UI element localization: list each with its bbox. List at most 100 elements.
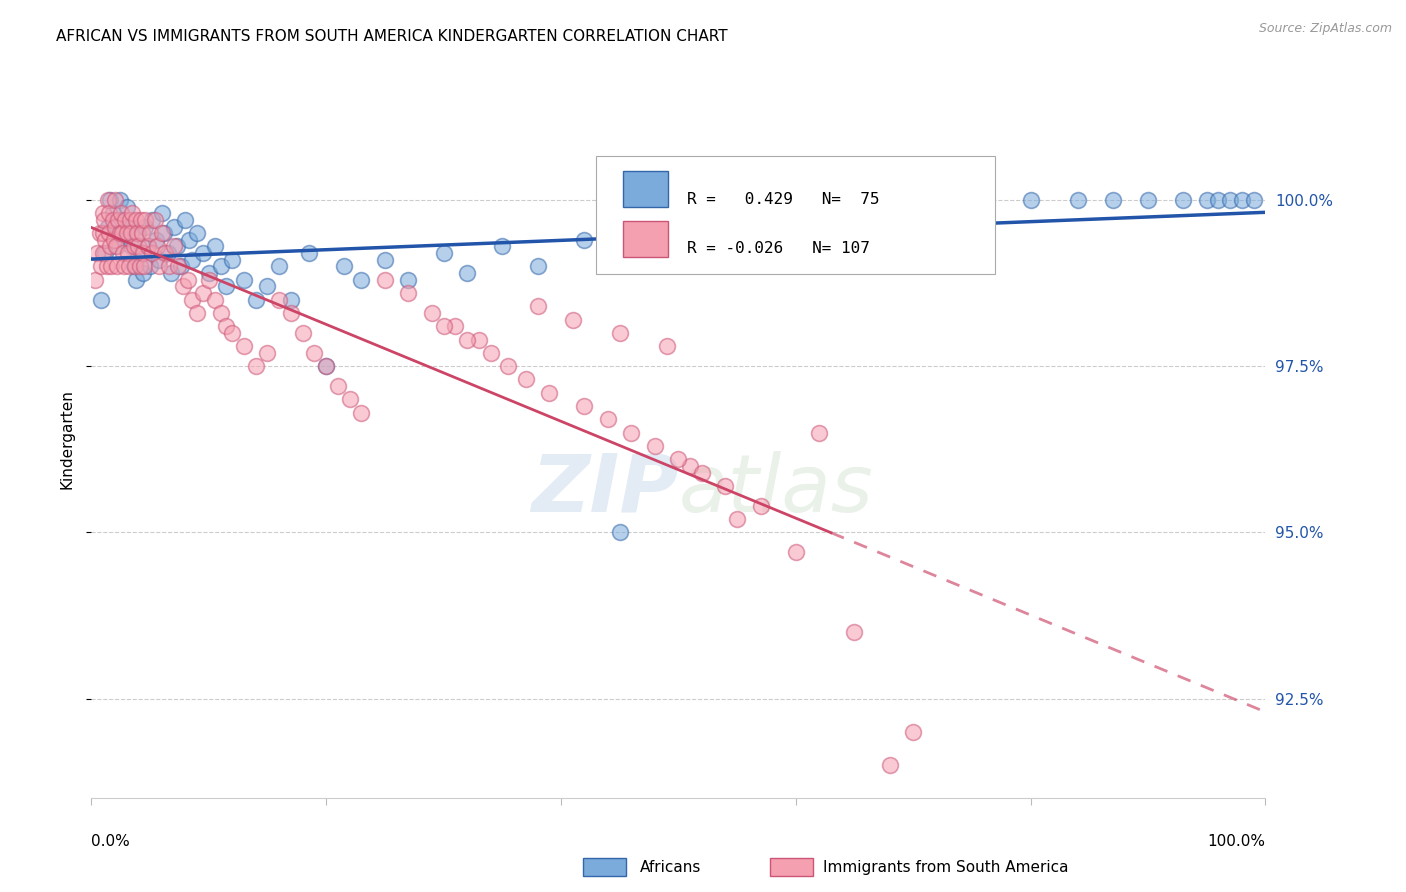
Point xyxy=(432,246,454,260)
Point xyxy=(90,293,112,307)
Point xyxy=(245,293,267,307)
Point xyxy=(107,213,129,227)
Point xyxy=(396,286,419,301)
Point xyxy=(98,206,121,220)
Point xyxy=(91,246,114,260)
Point xyxy=(166,239,188,253)
Point xyxy=(94,246,117,260)
Point xyxy=(118,260,141,274)
Point xyxy=(245,359,267,374)
Point xyxy=(609,326,631,340)
Point xyxy=(901,724,924,739)
Point xyxy=(209,260,232,274)
Point xyxy=(233,339,256,353)
Point xyxy=(136,239,159,253)
Point xyxy=(186,226,208,240)
Point xyxy=(1243,193,1265,207)
Point xyxy=(91,206,114,220)
Point xyxy=(104,219,127,234)
Text: Immigrants from South America: Immigrants from South America xyxy=(823,860,1069,874)
Point xyxy=(167,260,190,274)
Point xyxy=(479,346,502,360)
Point xyxy=(120,226,142,240)
Point xyxy=(93,213,115,227)
Point xyxy=(132,246,155,260)
Point xyxy=(204,239,226,253)
Point xyxy=(333,260,356,274)
Point xyxy=(112,246,135,260)
Point xyxy=(156,246,179,260)
Point xyxy=(374,252,396,267)
Point xyxy=(444,319,467,334)
Point xyxy=(280,306,302,320)
Point xyxy=(197,273,219,287)
Point xyxy=(97,219,120,234)
Point xyxy=(1136,193,1159,207)
Point xyxy=(655,339,678,353)
Point xyxy=(315,359,337,374)
Point xyxy=(204,293,226,307)
Point xyxy=(620,425,643,440)
Point xyxy=(879,758,901,772)
Point xyxy=(127,226,149,240)
Point xyxy=(105,239,128,253)
Point xyxy=(808,425,831,440)
Point xyxy=(1173,193,1195,207)
Point xyxy=(157,260,180,274)
Point xyxy=(108,226,131,240)
Point xyxy=(181,252,204,267)
Point xyxy=(666,452,689,467)
Point xyxy=(98,193,121,207)
Point xyxy=(125,213,148,227)
Point xyxy=(155,246,177,260)
Point xyxy=(215,319,238,334)
Point xyxy=(901,193,924,207)
Point xyxy=(1208,193,1230,207)
Point xyxy=(304,346,326,360)
Point xyxy=(162,239,184,253)
Point xyxy=(162,219,184,234)
Point xyxy=(785,206,807,220)
Point xyxy=(153,226,176,240)
Point xyxy=(101,206,124,220)
Point xyxy=(146,239,169,253)
Text: Source: ZipAtlas.com: Source: ZipAtlas.com xyxy=(1258,22,1392,36)
Point xyxy=(174,213,197,227)
Point xyxy=(148,260,170,274)
Point xyxy=(291,326,314,340)
Point xyxy=(496,359,519,374)
Point xyxy=(181,293,204,307)
Point xyxy=(134,219,156,234)
Point xyxy=(714,479,737,493)
Point xyxy=(1195,193,1218,207)
Point xyxy=(131,226,153,240)
Point xyxy=(86,246,108,260)
Point xyxy=(172,279,194,293)
Bar xyxy=(623,221,668,257)
Point xyxy=(596,412,619,426)
Point xyxy=(574,399,596,413)
Point xyxy=(121,206,143,220)
Point xyxy=(132,266,155,280)
Y-axis label: Kindergarten: Kindergarten xyxy=(59,390,75,489)
Point xyxy=(134,260,156,274)
Point xyxy=(94,233,117,247)
Point xyxy=(960,193,983,207)
Text: ZIP: ZIP xyxy=(531,450,678,529)
Point xyxy=(1101,193,1123,207)
Point xyxy=(269,293,291,307)
Point xyxy=(574,233,596,247)
Point xyxy=(468,333,491,347)
Point xyxy=(111,213,134,227)
Point xyxy=(176,273,198,287)
Point xyxy=(115,200,138,214)
Point xyxy=(148,252,170,267)
Point xyxy=(644,439,666,453)
Point xyxy=(186,306,208,320)
Point xyxy=(136,239,159,253)
Point xyxy=(143,213,166,227)
Point xyxy=(112,233,135,247)
Point xyxy=(120,239,142,253)
Point xyxy=(84,273,107,287)
Point xyxy=(1219,193,1241,207)
